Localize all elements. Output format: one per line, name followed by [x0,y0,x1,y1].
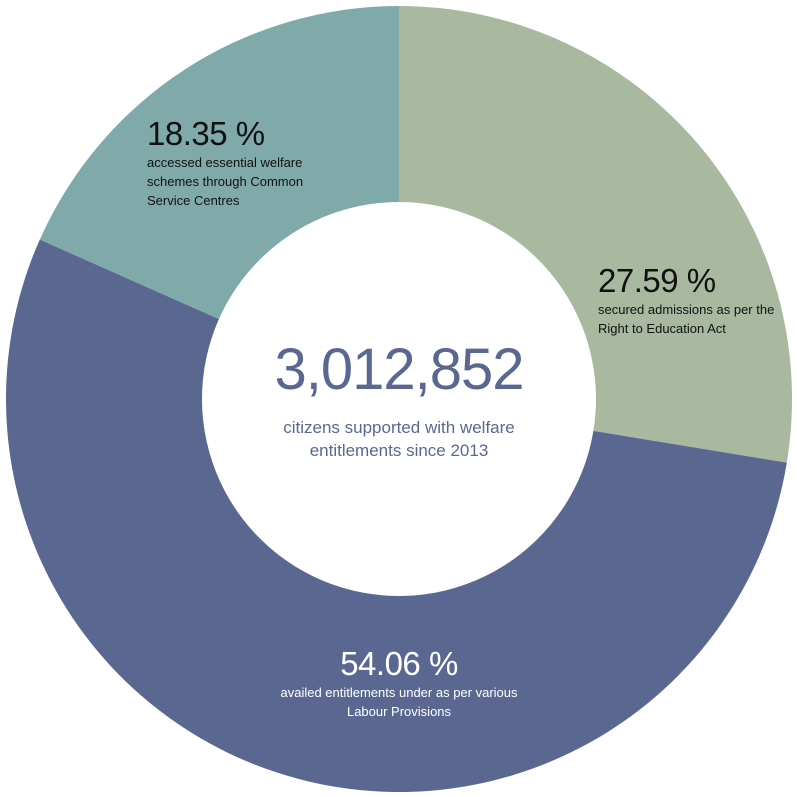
value-label: 18.35 % [147,115,265,152]
value-label: 54.06 % [340,645,458,682]
slice-label: accessed essential welfare schemes throu… [147,155,304,208]
donut-slice [39,6,399,320]
donut-slice [399,6,793,463]
value-label: 27.59 % [598,262,716,299]
center-subtitle: citizens supported with welfare entitlem… [283,418,515,460]
center-value: 3,012,852 [274,337,524,402]
donut-slice [5,239,787,792]
slice-label: secured admissions as per the Right to E… [598,302,775,336]
slice-label: availed entitlements under as per variou… [280,685,518,719]
